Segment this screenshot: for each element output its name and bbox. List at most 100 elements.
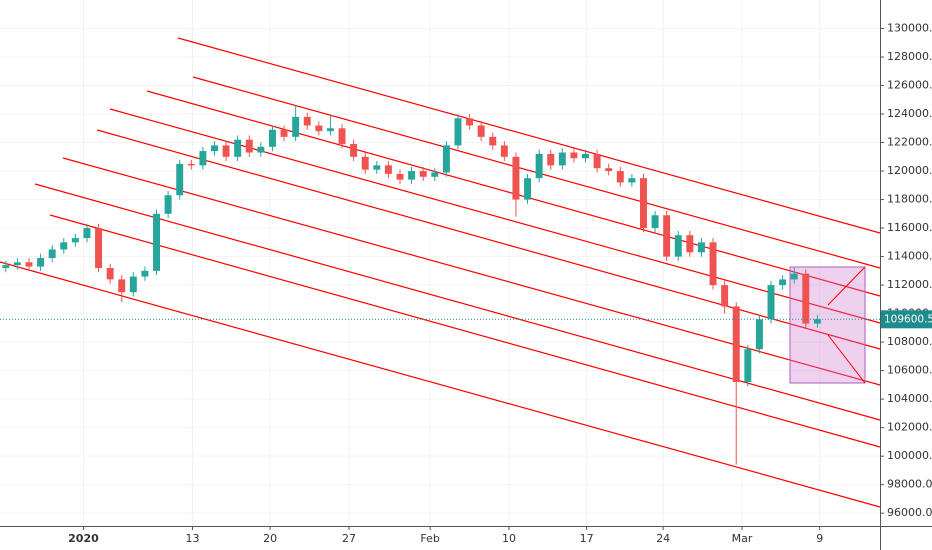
candle-body [582,153,589,159]
channel-drawing [0,37,881,508]
candle-body [199,151,207,166]
x-tick-label: 13 [185,532,199,545]
channel-line [49,214,881,448]
candle-body [442,145,450,173]
candle-body [373,165,381,170]
candle-body [570,152,578,159]
candle-body [106,267,114,280]
candle-body [605,168,613,172]
candle-body [767,285,775,320]
y-tick-label: 112000.00 [887,278,932,291]
candle-body [95,228,103,268]
candle-body [466,118,474,126]
candle-body [500,145,508,157]
candle-body [25,262,33,267]
y-tick-label: 96000.00 [887,506,932,519]
candle-body [361,156,369,170]
channel-line [177,37,881,234]
candle-body [721,285,729,307]
candle-body [674,235,682,257]
y-tick-label: 120000.00 [887,164,932,177]
candle-body [292,116,300,137]
candle-body [141,270,149,277]
candle-body [640,178,647,229]
candle-body [535,153,543,179]
forecast-box [789,266,866,384]
price-axis-panel [880,0,932,550]
box-line [827,334,866,384]
channel-line [0,261,881,508]
candle-body [477,125,485,137]
x-tick-label: 20 [263,532,277,545]
candle-body [779,279,787,286]
y-tick-label: 114000.00 [887,250,932,263]
candle-body [732,306,740,383]
candle-body [187,163,195,166]
box-line [827,266,866,306]
candle-body [663,215,671,257]
candle-body [13,262,21,266]
candle-body [164,195,172,214]
candle-body [83,228,91,239]
candle-body [408,171,416,180]
candle-body [593,153,601,169]
candle-body [303,116,311,126]
candle-body [489,136,497,146]
candle-body [697,242,705,253]
box [789,266,866,384]
candle-body [315,125,323,132]
x-tick-label: 9 [816,532,823,545]
y-tick-label: 118000.00 [887,193,932,206]
x-tick-label: 17 [580,532,594,545]
candle-body [431,172,439,177]
candle-body [280,129,288,137]
candle-body [234,139,242,157]
candles [2,105,821,465]
candle-body [790,273,798,280]
candle-body [512,156,520,200]
y-tick-label: 130000.00 [887,22,932,35]
candle-body [211,145,218,152]
y-tick-label: 102000.00 [887,421,932,434]
time-axis-panel [0,526,932,550]
y-tick-label: 108000.00 [887,335,932,348]
channel-line [34,183,881,421]
x-tick-label: 27 [342,532,356,545]
y-tick-label: 98000.00 [887,478,932,491]
candle-body [48,249,56,259]
y-tick-label: 116000.00 [887,221,932,234]
candle-body [129,276,137,293]
candle-body [802,273,810,324]
candle-body [686,235,694,253]
x-tick-label: Mar [732,532,753,545]
candle-body [396,173,404,180]
candle-body [257,146,265,153]
y-tick-label: 128000.00 [887,50,932,63]
candle-body [419,171,427,177]
candle-body [616,171,624,183]
candle-body [384,165,392,174]
x-tick-label: 2020 [68,532,99,545]
candle-body [153,213,160,271]
candle-body [71,238,79,243]
last-price-box [881,310,932,329]
channel-line [96,129,881,350]
candle-body [245,139,253,153]
candle-body [709,242,717,286]
candle-body [268,129,276,147]
candle-body [813,319,821,324]
grid-layer [0,0,880,526]
candle-body [176,163,184,196]
candle-body [651,215,659,229]
candle-body [60,242,68,250]
channel-line [62,157,881,386]
candle-body [547,153,555,166]
candle-body [338,128,346,144]
candle-body [558,152,566,166]
candle-body [326,128,334,132]
candle-body [524,178,532,200]
candle-body [350,143,358,157]
candle-body [37,258,45,267]
y-tick-label: 106000.00 [887,364,932,377]
